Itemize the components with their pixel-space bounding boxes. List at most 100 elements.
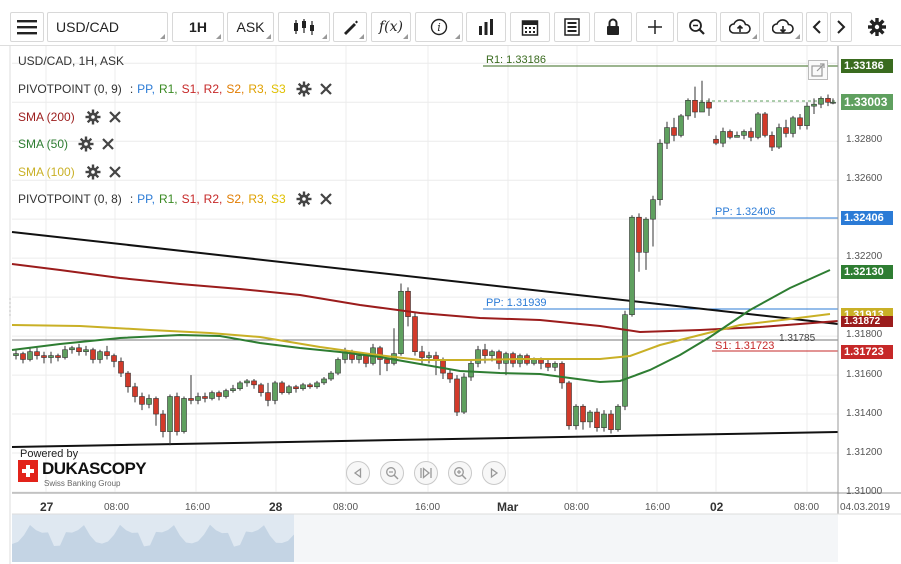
close-icon[interactable] bbox=[100, 136, 116, 152]
candle-bearish bbox=[279, 380, 285, 395]
candle-body bbox=[454, 378, 460, 413]
draw-button[interactable] bbox=[333, 12, 367, 42]
candle-bearish bbox=[76, 343, 82, 356]
candle-body bbox=[825, 98, 831, 103]
candle-body bbox=[167, 396, 173, 432]
candle-bearish bbox=[671, 117, 677, 142]
timeframe-selector[interactable]: 1H bbox=[172, 12, 224, 42]
candle-body bbox=[811, 103, 817, 107]
candle-body bbox=[552, 363, 558, 368]
symbol-selector[interactable]: USD/CAD bbox=[47, 12, 168, 42]
time-axis-hour-label: 08:00 bbox=[564, 502, 590, 513]
candle-body bbox=[97, 351, 103, 360]
time-axis-day-label: 02 bbox=[710, 500, 724, 514]
candle-bullish bbox=[237, 380, 243, 391]
candle-bullish bbox=[146, 394, 152, 409]
gear-icon[interactable] bbox=[296, 191, 312, 207]
candle-body bbox=[55, 355, 61, 358]
download-button[interactable] bbox=[763, 12, 803, 42]
pivot2-label: PIVOTPOINT (0, 8) bbox=[18, 192, 122, 206]
function-button[interactable]: f(x) bbox=[371, 12, 411, 42]
pivot2-s3: S3 bbox=[271, 192, 286, 206]
candle-body bbox=[830, 101, 836, 104]
pivot1-label: PIVOTPOINT (0, 9) bbox=[18, 82, 122, 96]
crosshair-button[interactable] bbox=[636, 12, 674, 42]
legend-pivot-2: PIVOTPOINT (0, 8) : PP, R1, S1, R2, S2, … bbox=[18, 191, 334, 207]
candle-type-button[interactable] bbox=[278, 12, 330, 42]
candle-body bbox=[146, 398, 152, 405]
close-icon[interactable] bbox=[107, 164, 123, 180]
info-button[interactable]: i bbox=[415, 12, 463, 42]
reset-view-button[interactable] bbox=[414, 461, 438, 485]
candle-body bbox=[132, 386, 138, 397]
gear-icon[interactable] bbox=[85, 164, 101, 180]
candle-bullish bbox=[790, 115, 796, 138]
menu-button[interactable] bbox=[10, 12, 44, 42]
close-icon[interactable] bbox=[107, 109, 123, 125]
candle-body bbox=[69, 347, 75, 351]
popout-button[interactable] bbox=[808, 60, 828, 80]
side-selector[interactable]: ASK bbox=[227, 12, 274, 42]
side-label: ASK bbox=[236, 19, 265, 35]
price-tag-r1: 1.33186 bbox=[841, 59, 893, 73]
candle-bullish bbox=[818, 96, 824, 109]
previous-button[interactable] bbox=[806, 12, 828, 42]
candle-bearish bbox=[384, 357, 390, 372]
scroll-left-button[interactable] bbox=[346, 461, 370, 485]
candle-body bbox=[356, 355, 362, 360]
candle-bearish bbox=[433, 351, 439, 376]
candle-bearish bbox=[118, 357, 124, 378]
candle-body bbox=[265, 392, 271, 401]
candle-bearish bbox=[293, 384, 299, 393]
zoom-out-button[interactable] bbox=[380, 461, 404, 485]
candle-body bbox=[118, 361, 124, 374]
lock-button[interactable] bbox=[594, 12, 632, 42]
pivot1-s3: S3 bbox=[271, 82, 286, 96]
support-trendline bbox=[11, 431, 839, 448]
candle-body bbox=[804, 105, 810, 126]
candle-bullish bbox=[97, 349, 103, 364]
next-button[interactable] bbox=[830, 12, 852, 42]
price-tag-s1: 1.31723 bbox=[841, 345, 893, 359]
candle-bearish bbox=[825, 94, 831, 107]
gear-icon[interactable] bbox=[85, 109, 101, 125]
sma50-label: SMA (50) bbox=[18, 137, 69, 151]
calendar-button[interactable] bbox=[510, 12, 550, 42]
candle-bullish bbox=[321, 377, 327, 385]
candle-body bbox=[279, 382, 285, 393]
candle-bearish bbox=[216, 390, 222, 401]
gear-icon[interactable] bbox=[78, 136, 94, 152]
candle-bearish bbox=[202, 392, 208, 403]
scroll-right-button[interactable] bbox=[482, 461, 506, 485]
template-button[interactable] bbox=[554, 12, 590, 42]
lock-icon bbox=[607, 18, 619, 35]
candle-body bbox=[496, 351, 502, 364]
candle-body bbox=[538, 359, 544, 364]
zoom-button[interactable] bbox=[677, 12, 717, 42]
candle-body bbox=[699, 101, 705, 113]
candle-body bbox=[475, 349, 481, 364]
candle-bullish bbox=[475, 345, 481, 368]
settings-button[interactable] bbox=[861, 12, 893, 42]
candle-bullish bbox=[587, 410, 593, 428]
candle-bearish bbox=[34, 347, 40, 360]
close-icon[interactable] bbox=[318, 81, 334, 97]
candle-bearish bbox=[727, 129, 733, 140]
timeframe-label: 1H bbox=[189, 19, 207, 35]
candle-body bbox=[76, 347, 82, 352]
upload-button[interactable] bbox=[720, 12, 760, 42]
candle-body bbox=[797, 117, 803, 126]
pivot1-s2: S2, bbox=[226, 82, 245, 96]
candle-bullish bbox=[209, 390, 215, 401]
zoom-in-button[interactable] bbox=[448, 461, 472, 485]
candle-bullish bbox=[699, 80, 705, 113]
close-icon[interactable] bbox=[318, 191, 334, 207]
candle-body bbox=[286, 386, 292, 393]
candle-body bbox=[566, 382, 572, 427]
candle-body bbox=[307, 384, 313, 388]
gear-icon[interactable] bbox=[296, 81, 312, 97]
candle-body bbox=[195, 396, 201, 401]
volume-bars-button[interactable] bbox=[466, 12, 506, 42]
candle-body bbox=[272, 382, 278, 401]
